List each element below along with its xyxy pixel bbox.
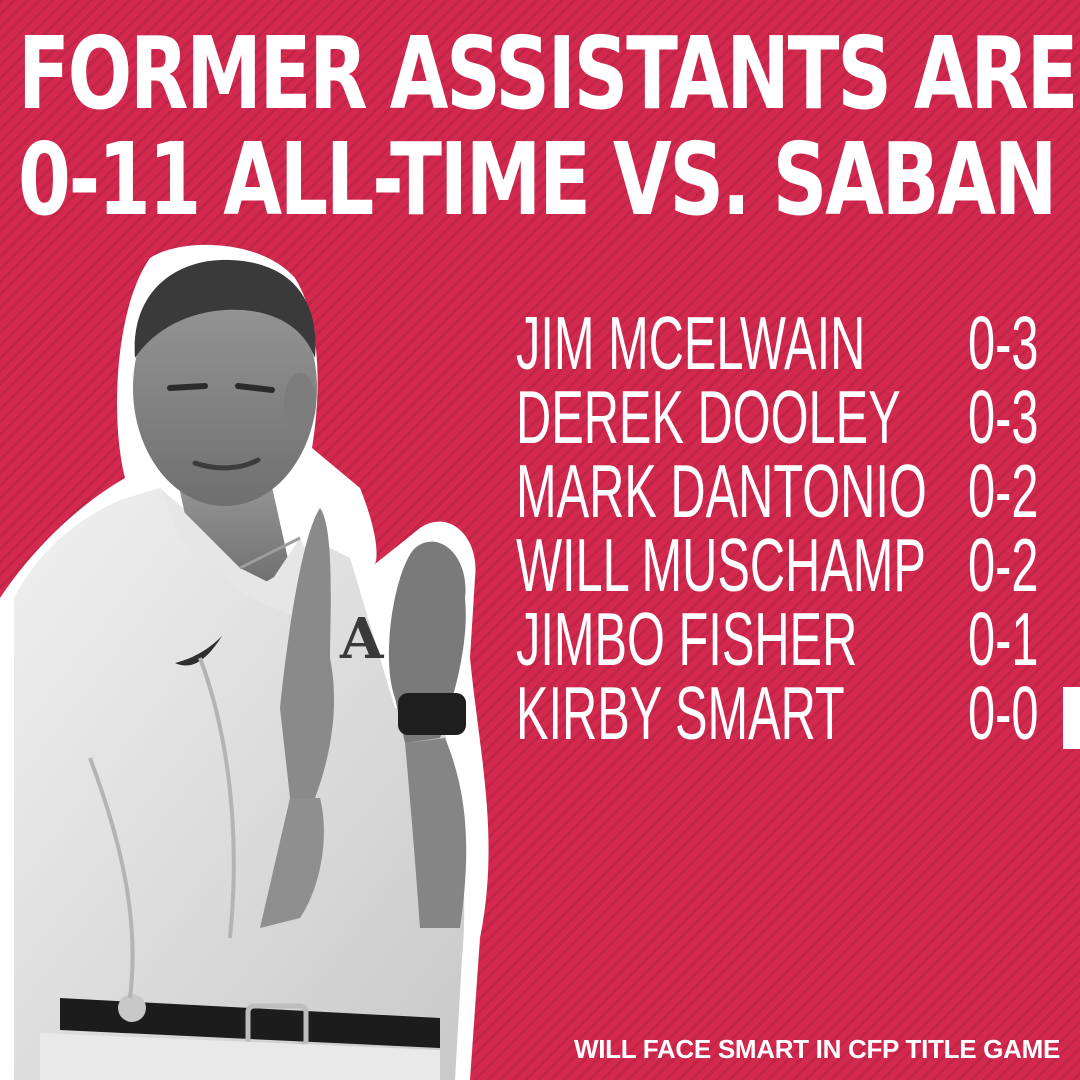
coach-record: 0-1 — [968, 597, 1039, 681]
record-row: MARK DANTONIO 0-2 — [516, 449, 1056, 533]
coach-record: 0-0 — [968, 671, 1039, 755]
coach-record: 0-2 — [968, 523, 1039, 607]
coach-name: JIMBO FISHER — [516, 597, 858, 681]
coach-record: 0-2 — [968, 449, 1039, 533]
footer-note: WILL FACE SMART IN CFP TITLE GAME — [573, 1034, 1060, 1064]
coach-name: MARK DANTONIO — [516, 449, 927, 533]
record-row: WILL MUSCHAMP 0-2 — [516, 523, 1056, 607]
coach-name: DEREK DOOLEY — [516, 375, 901, 459]
coach-name: JIM MCELWAIN — [516, 301, 866, 385]
record-list: JIM MCELWAIN 0-3 DEREK DOOLEY 0-3 MARK D… — [516, 301, 1056, 755]
headline-line-1: FORMER ASSISTANTS ARE — [18, 15, 1079, 132]
headline: FORMER ASSISTANTS ARE 0-11 ALL-TIME VS. … — [18, 15, 1079, 238]
coach-record: 0-3 — [968, 375, 1039, 459]
headline-line-2: 0-11 ALL-TIME VS. SABAN — [18, 121, 1057, 238]
record-row: JIMBO FISHER 0-1 — [516, 597, 1056, 681]
record-row: JIM MCELWAIN 0-3 — [516, 301, 1056, 385]
coach-record: 0-3 — [968, 301, 1039, 385]
coach-name: KIRBY SMART — [516, 671, 845, 755]
coach-name: WILL MUSCHAMP — [516, 523, 926, 607]
record-row: DEREK DOOLEY 0-3 — [516, 375, 1056, 459]
svg-text:A: A — [339, 606, 385, 672]
coach-photo: A — [0, 244, 489, 1080]
accent-bar — [1063, 687, 1080, 749]
record-row: KIRBY SMART 0-0 — [516, 671, 1056, 755]
